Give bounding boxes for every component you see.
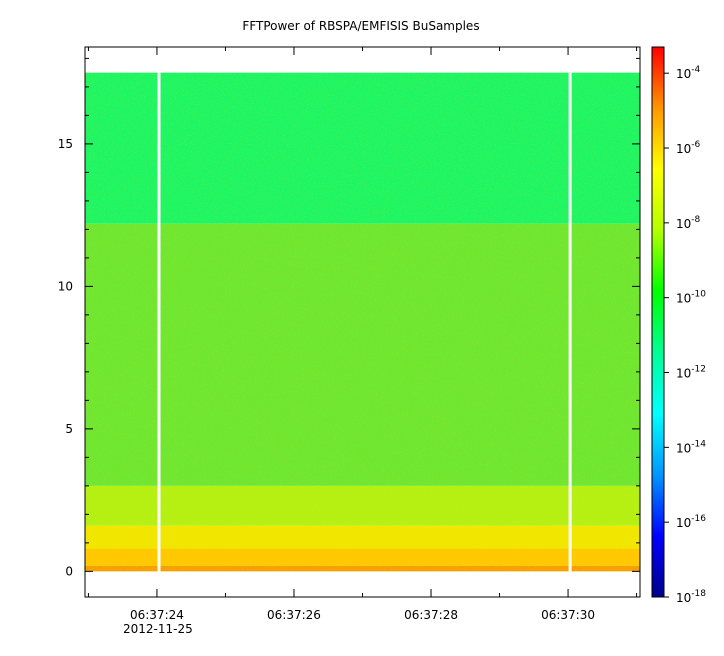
y-tick-label-2: 10 (58, 279, 73, 293)
chart-title: FFTPower of RBSPA/EMFISIS BuSamples (242, 19, 479, 33)
colorbar-tick-exponent: -16 (691, 514, 706, 524)
x-tick-label-3: 06:37:30 (541, 608, 595, 622)
colorbar-tick-base: 10 (676, 367, 691, 381)
colorbar-tick-exponent: -8 (691, 215, 700, 225)
colorbar (651, 46, 665, 598)
y-tick-label-1: 5 (65, 422, 73, 436)
spectrogram-bands (85, 72, 640, 572)
x-tick-label-2: 06:37:28 (404, 608, 458, 622)
colorbar-tick-label-4: 10-10 (676, 290, 706, 306)
colorbar-tick-base: 10 (676, 142, 691, 156)
y-tick-label-0: 0 (65, 564, 73, 578)
colorbar-tick-base: 10 (676, 67, 691, 81)
colorbar-tick-base: 10 (676, 591, 691, 605)
y-tick-label-3: 15 (58, 137, 73, 151)
colorbar-tick-exponent: -6 (691, 140, 700, 150)
x-tick-label-1: 06:37:26 (267, 608, 321, 622)
colorbar-tick-label-0: 10-18 (676, 589, 706, 605)
colorbar-tick-exponent: -18 (691, 589, 706, 599)
colorbar-tick-label-1: 10-16 (676, 514, 706, 530)
colorbar-tick-exponent: -12 (691, 365, 706, 375)
colorbar-tick-base: 10 (676, 292, 691, 306)
x-tick-label-0: 06:37:24 (130, 608, 184, 622)
colorbar-tick-base: 10 (676, 217, 691, 231)
x-axis-date-label: 2012-11-25 (123, 622, 193, 636)
colorbar-tick-exponent: -10 (691, 290, 706, 300)
x-axis-ticks: 06:37:24 06:37:26 06:37:28 06:37:30 (87, 47, 638, 622)
colorbar-tick-exponent: -14 (691, 439, 706, 449)
colorbar-tick-label-7: 10-4 (676, 65, 701, 81)
colorbar-tick-exponent: -4 (691, 65, 700, 75)
colorbar-tick-base: 10 (676, 441, 691, 455)
colorbar-tick-label-5: 10-8 (676, 215, 701, 231)
colorbar-tick-label-3: 10-12 (676, 365, 706, 381)
data-gap-lines (157, 72, 572, 572)
colorbar-tick-base: 10 (676, 516, 691, 530)
colorbar-tick-label-2: 10-14 (676, 439, 706, 455)
y-axis-ticks: 0 5 10 15 (58, 57, 640, 578)
colorbar-tick-label-6: 10-6 (676, 140, 701, 156)
spectrogram-speckle (85, 72, 640, 572)
